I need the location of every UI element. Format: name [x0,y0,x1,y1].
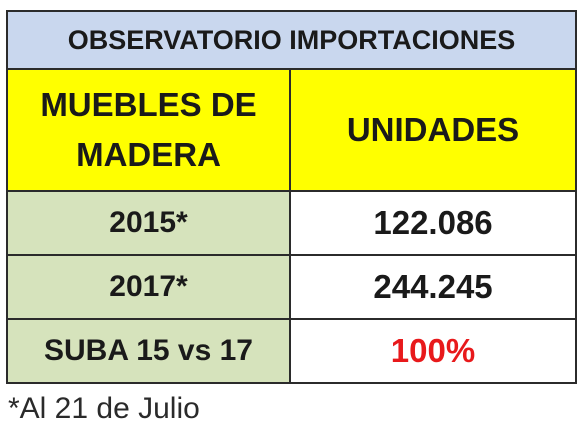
row-label: SUBA 15 vs 17 [6,318,291,384]
category-header-line2: MADERA [76,136,221,173]
footnote: *Al 21 de Julio [8,392,200,425]
table-row: 2017* 244.245 [6,254,578,320]
title-row: OBSERVATORIO IMPORTACIONES [5,10,578,70]
row-value: 122.086 [288,190,578,256]
category-header-line1: MUEBLES DE [40,86,257,123]
imports-table: OBSERVATORIO IMPORTACIONES MUEBLES DE MA… [5,10,578,384]
table-title: OBSERVATORIO IMPORTACIONES [5,10,578,70]
growth-percentage: 100% [288,318,578,384]
category-header: MUEBLES DE MADERA [6,68,291,192]
row-label: 2017* [6,254,291,320]
row-label: 2015* [6,190,291,256]
table-row: 2015* 122.086 [6,190,578,256]
table-row: SUBA 15 vs 17 100% [6,318,578,384]
units-header: UNIDADES [288,68,578,192]
header-row: MUEBLES DE MADERA UNIDADES [6,68,578,192]
row-value: 244.245 [288,254,578,320]
